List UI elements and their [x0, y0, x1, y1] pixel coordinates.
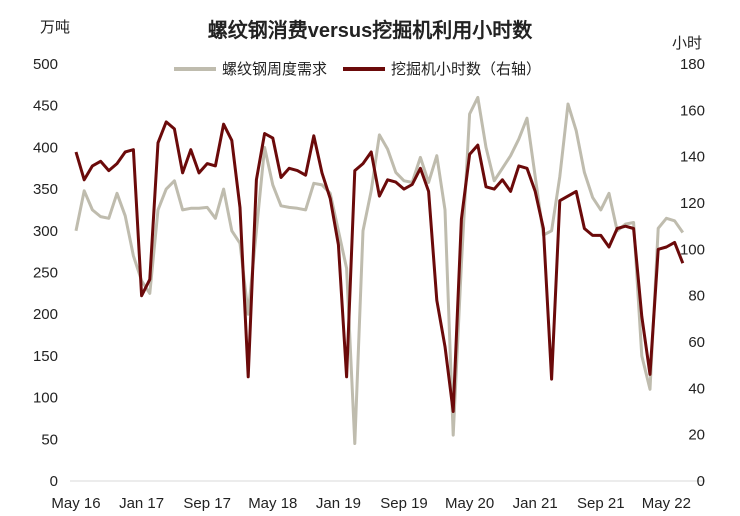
y-right-tick: 140 [680, 149, 705, 166]
y-left-tick: 500 [33, 56, 58, 73]
y-left-tick: 50 [41, 431, 58, 448]
x-tick: Sep 21 [577, 495, 625, 512]
legend-label-rebar: 螺纹钢周度需求 [222, 61, 328, 78]
right-axis-unit: 小时 [672, 35, 703, 52]
x-tick: May 20 [445, 495, 494, 512]
y-right-tick: 40 [688, 380, 705, 397]
legend-item-rebar: 螺纹钢周度需求 [174, 58, 327, 79]
y-right-tick: 20 [688, 427, 705, 444]
y-left-tick: 450 [33, 98, 58, 115]
x-tick: Jan 19 [316, 495, 361, 512]
x-tick: Sep 17 [183, 495, 231, 512]
legend-swatch-excavator [343, 66, 386, 71]
series-line-rebar-demand [74, 95, 685, 445]
y-right-tick: 60 [688, 334, 705, 351]
y-left-tick: 150 [33, 348, 58, 365]
y-right-tick: 80 [688, 288, 705, 305]
y-left-tick: 250 [33, 265, 58, 282]
y-right-tick: 180 [680, 56, 705, 73]
y-left-tick: 400 [33, 139, 58, 156]
y-right-tick: 0 [697, 473, 705, 490]
x-tick: May 18 [248, 495, 297, 512]
x-tick: May 16 [51, 495, 100, 512]
y-left-tick: 0 [50, 473, 58, 490]
legend-item-excavator: 挖掘机小时数（右轴） [343, 58, 541, 79]
y-right-tick: 100 [680, 241, 705, 258]
legend-label-excavator: 挖掘机小时数（右轴） [391, 61, 542, 78]
chart-title: 螺纹钢消费versus挖掘机利用小时数 [207, 20, 533, 42]
y-right-tick: 120 [680, 195, 705, 212]
y-left-tick: 200 [33, 306, 58, 323]
x-tick: May 22 [642, 495, 691, 512]
legend: 螺纹钢周度需求 挖掘机小时数（右轴） [174, 58, 551, 79]
x-tick: Jan 21 [513, 495, 558, 512]
y-left-tick: 350 [33, 181, 58, 198]
x-tick: Sep 19 [380, 495, 428, 512]
y-right-tick: 160 [680, 102, 705, 119]
left-axis-unit: 万吨 [40, 19, 71, 36]
series-line-excavator-hours [74, 120, 685, 413]
y-left-tick: 300 [33, 223, 58, 240]
x-tick: Jan 17 [119, 495, 164, 512]
legend-swatch-rebar [174, 66, 216, 71]
y-left-tick: 100 [33, 390, 58, 407]
